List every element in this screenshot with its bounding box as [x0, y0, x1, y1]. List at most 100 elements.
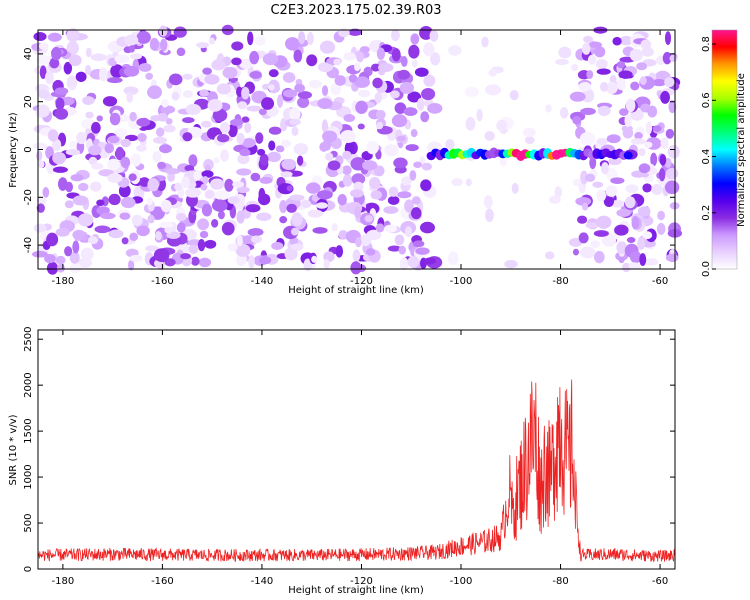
heatmap-noise-blob: [221, 221, 235, 236]
heatmap-noise-blob: [268, 126, 282, 135]
heatmap-y-axis-label: Frequency (Hz): [8, 112, 19, 188]
heatmap-noise-blob: [481, 36, 489, 48]
heatmap-noise-blob: [196, 42, 210, 49]
heatmap-noise-blob: [618, 70, 633, 79]
heatmap-noise-blob: [312, 227, 328, 234]
heatmap-noise-blob: [293, 49, 303, 63]
heatmap-noise-blob: [211, 219, 219, 228]
heatmap-noise-blob: [348, 74, 358, 83]
heatmap-noise-blob: [592, 181, 604, 188]
heatmap-noise-blob: [289, 194, 305, 201]
x-tick-label: -140: [251, 276, 274, 287]
heatmap-noise-blob: [354, 76, 370, 88]
heatmap-noise-blob: [55, 255, 66, 265]
heatmap-noise-blob: [201, 170, 214, 178]
heatmap-noise-blob: [108, 193, 121, 206]
y-tick-label: 2500: [23, 326, 34, 351]
heatmap-noise-blob: [596, 189, 607, 202]
heatmap-noise-blob: [147, 214, 155, 224]
heatmap-noise-blob: [597, 105, 611, 117]
heatmap-noise-blob: [619, 108, 629, 116]
x-tick-label: -140: [251, 576, 274, 587]
heatmap-noise-blob: [47, 32, 62, 42]
heatmap-noise-blob: [33, 223, 47, 233]
heatmap-noise-blob: [637, 237, 646, 250]
colorbar-gradient: [712, 30, 737, 269]
y-tick-label: 40: [23, 48, 34, 61]
heatmap-x-axis-label: Height of straight line (km): [288, 285, 424, 296]
heatmap-noise-blob: [236, 186, 250, 194]
heatmap-noise-blob: [321, 119, 329, 134]
heatmap-noise-blob: [365, 248, 376, 256]
heatmap-noise-blob: [185, 187, 201, 198]
heatmap-noise-blob: [85, 111, 94, 119]
heatmap-noise-blob: [394, 234, 405, 246]
heatmap-noise-blob: [236, 132, 245, 145]
heatmap-noise-blob: [212, 108, 228, 122]
heatmap-noise-blob: [639, 76, 647, 86]
heatmap-noise-blob: [51, 46, 62, 61]
heatmap-noise-blob: [64, 246, 73, 257]
heatmap-noise-blob: [281, 158, 297, 170]
heatmap-noise-blob: [182, 73, 193, 80]
heatmap-noise-blob: [258, 187, 266, 201]
heatmap-noise-blob: [377, 63, 394, 73]
colorbar-tick-label: 0.2: [701, 205, 712, 221]
heatmap-noise-blob: [294, 83, 306, 93]
heatmap-noise-blob: [207, 99, 223, 112]
heatmap-noise-blob: [247, 31, 254, 46]
heatmap-noise-blob: [544, 251, 555, 260]
heatmap-noise-blob: [91, 121, 101, 134]
heatmap-noise-blob: [202, 67, 212, 75]
heatmap-noise-blob: [558, 46, 572, 59]
colorbar: 0.0 0.2 0.4 0.6 0.8 Normalized spectral ampl…: [701, 29, 747, 277]
heatmap-noise-blob: [293, 143, 309, 156]
heatmap-noise-blob: [624, 196, 636, 209]
colorbar-ticks: 0.0 0.2 0.4 0.6 0.8: [701, 36, 716, 277]
heatmap-noise-blob: [77, 258, 92, 268]
heatmap-noise-blob: [155, 231, 162, 241]
heatmap-noise-blob: [631, 215, 640, 230]
heatmap-noise-blob: [289, 118, 301, 126]
heatmap-noise-blob: [66, 75, 77, 87]
heatmap-noise-blob: [511, 182, 519, 194]
heatmap-noise-blob: [241, 86, 250, 100]
heatmap-noise-blob: [579, 246, 596, 259]
heatmap-noise-blob: [664, 77, 675, 88]
heatmap-noise-blob: [349, 189, 364, 198]
heatmap-noise-blob: [608, 157, 622, 166]
heatmap-noise-blob: [421, 87, 436, 101]
snr-series-line: [37, 379, 676, 563]
heatmap-noise-blob: [49, 57, 60, 69]
snr-x-axis-label: Height of straight line (km): [288, 585, 424, 596]
heatmap-noise-blob: [57, 177, 68, 191]
heatmap-noise-blob: [164, 258, 176, 267]
heatmap-noise-blob: [359, 46, 370, 53]
heatmap-noise-blob: [282, 89, 298, 98]
heatmap-noise-blob: [410, 207, 422, 220]
heatmap-noise-blob: [638, 163, 651, 174]
heatmap-noise-blob: [129, 254, 143, 262]
heatmap-noise-blob: [259, 153, 269, 166]
heatmap-noise-blob: [64, 200, 74, 209]
heatmap-noise-blob: [548, 195, 561, 204]
heatmap-noise-blob: [159, 221, 174, 229]
heatmap-noise-blob: [267, 151, 281, 163]
heatmap-noise-blob: [641, 47, 654, 57]
heatmap-noise-blob: [216, 83, 231, 95]
heatmap-noise-blob: [222, 66, 238, 79]
heatmap-noise-blob: [201, 120, 212, 128]
colorbar-tick-label: 0.0: [701, 261, 712, 277]
heatmap-noise-blob: [476, 108, 483, 122]
heatmap-noise-blob: [87, 236, 99, 245]
heatmap-noise-blob: [161, 99, 169, 108]
heatmap-noise-blob: [157, 161, 167, 170]
heatmap-noise-blob: [383, 206, 399, 214]
heatmap-noise-blob: [616, 208, 631, 217]
heatmap-noise-blob: [107, 173, 123, 183]
heatmap-noise-blob: [96, 199, 105, 207]
heatmap-noise-blob: [572, 248, 580, 256]
heatmap-noise-blob: [335, 245, 344, 258]
heatmap-noise-blob: [153, 248, 170, 262]
heatmap-noise-blob: [305, 182, 321, 194]
